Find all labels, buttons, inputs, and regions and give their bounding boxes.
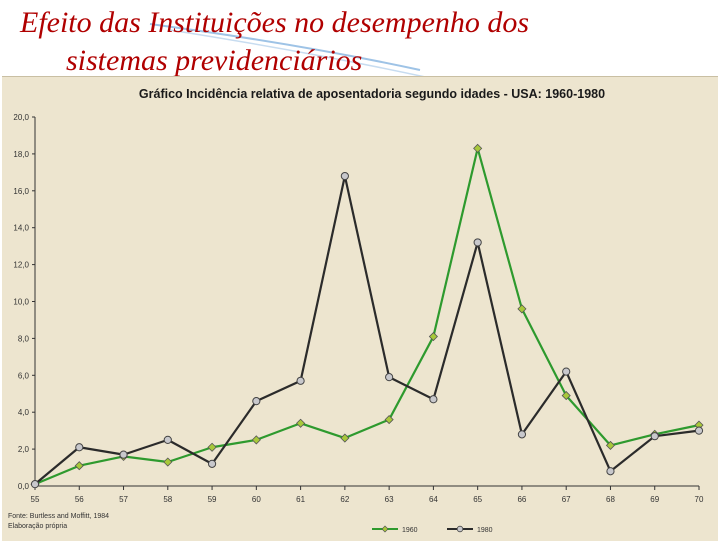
data-point-1960 bbox=[384, 415, 394, 425]
data-point-1960 bbox=[561, 391, 571, 401]
x-tick-label: 58 bbox=[163, 495, 172, 504]
line-chart: Gráfico Incidência relativa de aposentad… bbox=[8, 87, 704, 534]
slide-title: Efeito das Instituições no desempenho do… bbox=[20, 4, 710, 80]
data-point-1980 bbox=[119, 450, 128, 459]
x-tick-label: 70 bbox=[695, 495, 704, 504]
y-tick-label: 12,0 bbox=[13, 261, 29, 270]
source-note-2: Elaboração própria bbox=[8, 523, 67, 530]
x-tick-label: 57 bbox=[119, 495, 128, 504]
data-point-1980 bbox=[252, 397, 261, 406]
x-tick-label: 64 bbox=[429, 495, 438, 504]
x-tick-label: 62 bbox=[340, 495, 349, 504]
data-point-1980 bbox=[30, 480, 40, 489]
series-line-1980 bbox=[34, 174, 700, 485]
x-tick-label: 55 bbox=[31, 495, 40, 504]
legend-marker-1960 bbox=[381, 525, 389, 533]
y-tick-label: 18,0 bbox=[13, 150, 29, 159]
y-tick-label: 14,0 bbox=[13, 224, 29, 233]
data-point-1980 bbox=[650, 432, 659, 441]
chart-axes: 0,0 2,0 4,0 6,0 8,0 10,0 12,0 14,0 16,0 18,0 20,0 5… bbox=[13, 113, 704, 504]
source-note: Fonte: Burtless and Moffitt, 1984 bbox=[8, 513, 109, 520]
data-point-1980 bbox=[296, 376, 305, 385]
legend-label-1980: 1980 bbox=[477, 527, 493, 534]
data-point-1960 bbox=[163, 457, 173, 467]
series-markers bbox=[30, 143, 704, 489]
slide-title-line1: Efeito das Instituições no desempenho do… bbox=[20, 6, 530, 39]
x-tick-label: 61 bbox=[296, 495, 305, 504]
data-point-1960 bbox=[74, 461, 84, 471]
series-line-1960 bbox=[34, 147, 700, 486]
series-lines bbox=[34, 147, 700, 486]
data-point-1980 bbox=[385, 373, 394, 382]
data-point-1980 bbox=[517, 430, 527, 439]
x-tick-label: 66 bbox=[517, 495, 526, 504]
chart-legend: 1960 1980 bbox=[372, 525, 493, 534]
chart-panel: Gráfico Incidência relativa de aposentad… bbox=[2, 76, 718, 541]
y-tick-label: 8,0 bbox=[18, 334, 30, 343]
y-tick-label: 2,0 bbox=[18, 445, 30, 454]
data-point-1960 bbox=[605, 440, 616, 450]
slide-title-line2: sistemas previdenciários bbox=[66, 44, 363, 77]
data-point-1980 bbox=[694, 426, 704, 435]
x-tick-label: 63 bbox=[385, 495, 394, 504]
x-tick-label: 69 bbox=[650, 495, 659, 504]
data-point-1980 bbox=[207, 459, 217, 468]
x-tick-label: 65 bbox=[473, 495, 482, 504]
data-point-1980 bbox=[429, 395, 438, 404]
y-tick-label: 6,0 bbox=[18, 371, 30, 380]
y-tick-label: 16,0 bbox=[13, 187, 29, 196]
data-point-1960 bbox=[517, 304, 527, 314]
data-point-1960 bbox=[340, 433, 350, 443]
x-tick-label: 56 bbox=[75, 495, 84, 504]
data-point-1960 bbox=[207, 442, 217, 452]
x-tick-label: 60 bbox=[252, 495, 261, 504]
legend-label-1960: 1960 bbox=[402, 527, 418, 534]
data-point-1960 bbox=[296, 418, 306, 428]
y-tick-label: 20,0 bbox=[13, 113, 29, 122]
x-tick-label: 67 bbox=[562, 495, 571, 504]
chart-title: Gráfico Incidência relativa de aposentad… bbox=[139, 87, 605, 101]
data-point-1960 bbox=[428, 331, 438, 342]
legend-marker-1980 bbox=[456, 525, 464, 533]
y-tick-label: 4,0 bbox=[18, 408, 30, 417]
data-point-1980 bbox=[340, 171, 349, 181]
decorative-arc bbox=[149, 23, 431, 79]
data-point-1980 bbox=[606, 467, 615, 476]
x-tick-label: 68 bbox=[606, 495, 615, 504]
data-point-1960 bbox=[251, 435, 261, 445]
x-tick-label: 59 bbox=[208, 495, 217, 504]
data-point-1960 bbox=[473, 143, 483, 153]
data-point-1980 bbox=[75, 443, 84, 452]
y-tick-label: 0,0 bbox=[18, 482, 30, 491]
data-point-1980 bbox=[163, 435, 172, 444]
data-point-1980 bbox=[562, 367, 571, 376]
y-tick-label: 10,0 bbox=[13, 298, 29, 307]
data-point-1980 bbox=[473, 238, 482, 247]
